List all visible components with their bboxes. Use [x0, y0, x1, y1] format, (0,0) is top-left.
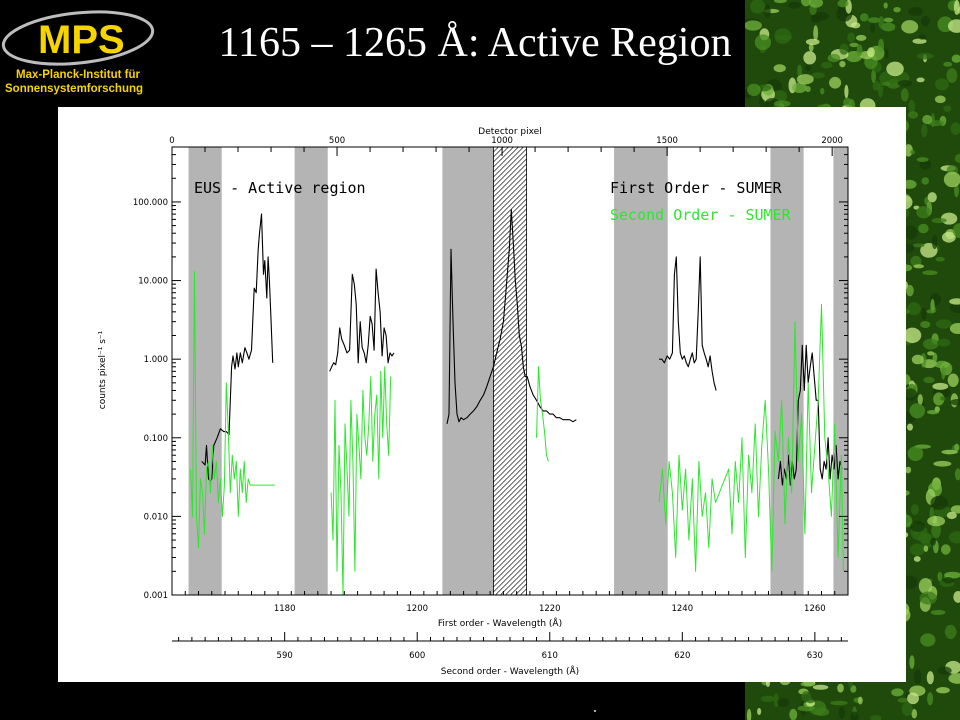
top-axis-tick-label: 2000 — [821, 136, 843, 146]
bottom-axis-tick-label: 1200 — [406, 604, 428, 614]
shaded-band-4 — [770, 147, 804, 595]
panel-label: EUS - Active region — [194, 179, 366, 197]
second-axis-tick-label: 600 — [409, 651, 425, 661]
series-1-segment-1 — [330, 366, 392, 596]
top-axis-tick-label: 1500 — [656, 136, 678, 146]
institute-name-line2: Sonnensystemforschung — [5, 83, 143, 95]
second-axis-tick-label: 630 — [807, 651, 823, 661]
slide-footer-dot — [594, 710, 596, 712]
top-axis-tick-label: 1000 — [491, 136, 513, 146]
series-1-segment-0 — [190, 271, 275, 549]
series-1-segment-2 — [536, 366, 549, 462]
y-axis-label: counts pixel⁻¹ s⁻¹ — [98, 330, 108, 409]
legend-second-order: Second Order - SUMER — [610, 206, 792, 224]
y-axis-tick-label: 1.000 — [144, 355, 168, 365]
mps-logo: MPS Max-Planck-Institut für Sonnensystem… — [0, 0, 175, 100]
series-0-segment-2 — [446, 209, 577, 425]
top-axis-label: Detector pixel — [478, 127, 541, 137]
y-axis-tick-label: 10.000 — [138, 277, 168, 287]
y-axis-tick-label: 100.000 — [133, 198, 168, 208]
second-axis-tick-label: 610 — [542, 651, 558, 661]
second-axis-tick-label: 590 — [277, 651, 293, 661]
y-axis-tick-label: 0.010 — [144, 512, 168, 522]
shaded-band-1 — [294, 147, 328, 595]
shaded-bands — [188, 147, 848, 595]
series-0-segment-3 — [659, 256, 717, 391]
y-axis-tick-label: 0.100 — [144, 434, 168, 444]
shaded-band-3 — [614, 147, 668, 595]
legend-first-order: First Order - SUMER — [610, 179, 783, 197]
shaded-band-5 — [833, 147, 848, 595]
spectrum-chart: 0 500 1000 1500 2000 1180 1200 1220 1240 1260 590 6… — [98, 127, 849, 677]
series-1-segment-3 — [658, 303, 844, 572]
bottom-axis-tick-label: 1220 — [539, 604, 561, 614]
institute-name-line1: Max-Planck-Institut für — [16, 69, 140, 81]
bottom-axis-tick-label: 1240 — [671, 604, 693, 614]
axis-ticks: 0 500 1000 1500 2000 1180 1200 1220 1240 1260 590 6… — [133, 136, 849, 661]
logo-orbit-ring — [1, 10, 155, 66]
second-axis-tick-label: 620 — [674, 651, 690, 661]
plot-panel: 0 500 1000 1500 2000 1180 1200 1220 1240 1260 590 6… — [58, 107, 906, 682]
bottom-axis-tick-label: 1260 — [804, 604, 826, 614]
bottom-axis-label-second-order: Second order - Wavelength (Å) — [441, 665, 579, 677]
top-axis-tick-label: 500 — [329, 136, 345, 146]
bottom-axis-label-first-order: First order - Wavelength (Å) — [438, 617, 562, 629]
slide-title: 1165 – 1265 Å: Active Region — [218, 20, 732, 66]
top-axis-tick-label: 0 — [169, 136, 174, 146]
y-axis-tick-label: 0.001 — [144, 591, 168, 601]
hatched-band — [493, 146, 527, 596]
series-second-order — [190, 271, 844, 596]
series-layer — [190, 209, 844, 596]
series-0-segment-4 — [777, 344, 843, 486]
logo-text: MPS — [38, 18, 125, 62]
series-0-segment-1 — [329, 268, 395, 372]
bottom-axis-tick-label: 1180 — [274, 604, 296, 614]
